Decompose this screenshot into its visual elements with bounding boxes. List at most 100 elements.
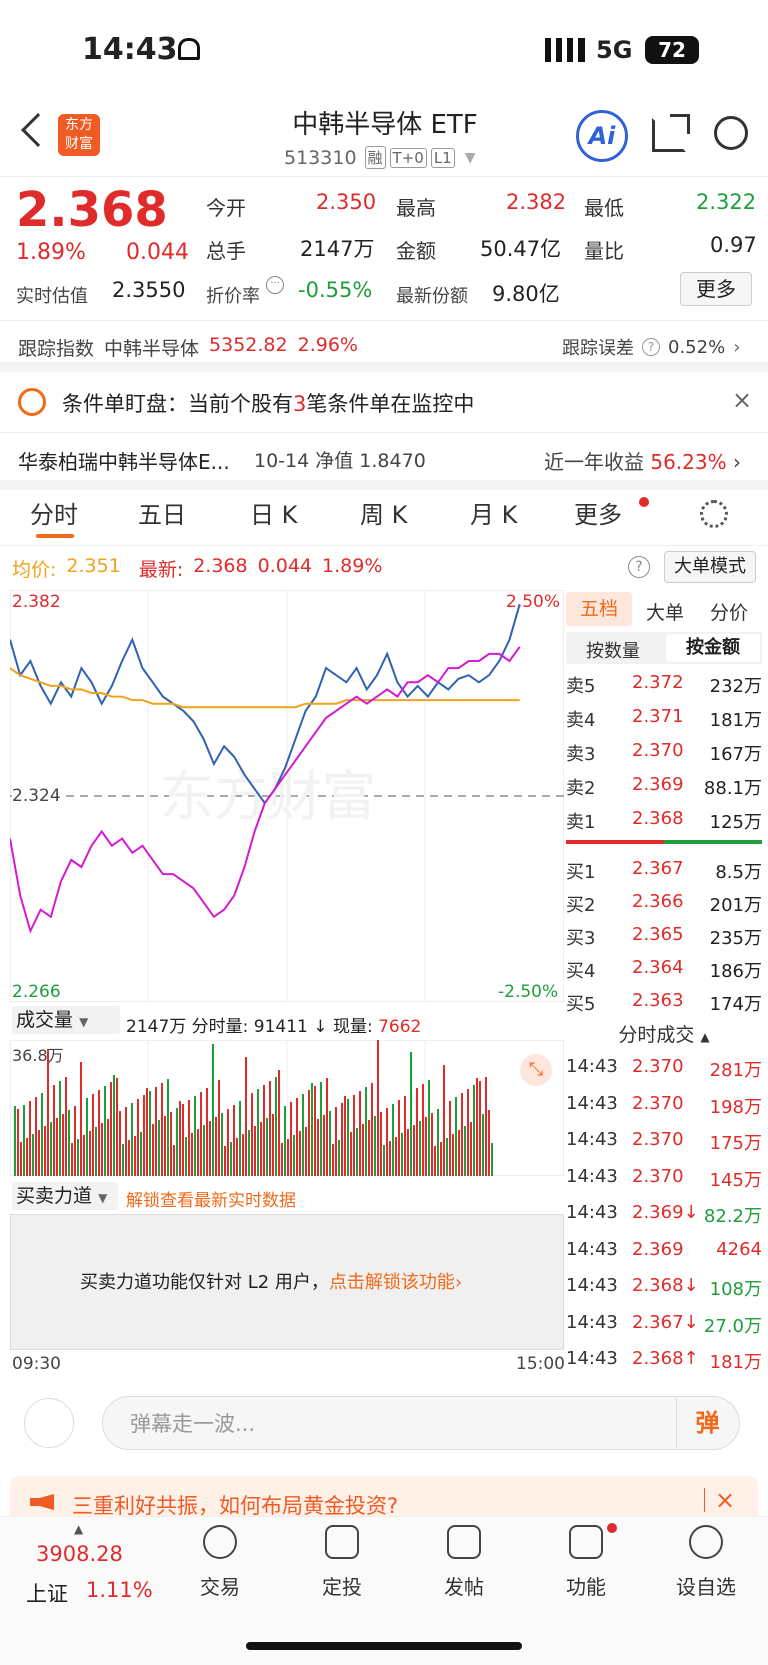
volume-bar [470,1122,472,1176]
change-pct: 1.89% [16,240,86,265]
volume-bar [83,1135,85,1176]
intraday-chart[interactable]: 东方财富 [10,590,564,1002]
volume-bar [350,1132,352,1176]
fund-return[interactable]: 近一年收益 56.23% › [544,446,741,475]
big-order-mode-button[interactable]: 大单模式 [664,551,756,583]
volume-bar [197,1129,199,1176]
force-selector[interactable]: 买卖力道 ▼ [12,1182,118,1210]
tab-monthly-k[interactable]: 月 K [470,501,518,529]
tab-weekly-k[interactable]: 周 K [360,501,408,529]
ai-button[interactable]: Ai [576,110,628,162]
volume-bar [236,1138,238,1176]
trade-row: 14:43 2.369↓ 82.2万 [566,1202,762,1232]
volume-bar [248,1130,250,1176]
fund-name[interactable]: 华泰柏瑞中韩半导体E... [18,450,230,474]
volume-now-value: 7662 [378,1017,422,1037]
buy-row[interactable]: 买1 2.367 8.5万 [566,858,762,888]
tab-daily-k[interactable]: 日 K [250,501,298,529]
volume-bar [371,1083,373,1176]
volume-bar [224,1146,226,1176]
sell-row[interactable]: 卖1 2.368 125万 [566,808,762,838]
share-icon[interactable] [652,118,686,152]
sell-row[interactable]: 卖5 2.372 232万 [566,672,762,702]
last-price: 2.368 [16,182,168,238]
trades-header[interactable]: 分时成交 ▲ [566,1020,762,1047]
trade-time: 14:43 [566,1275,618,1296]
tracking-row[interactable]: 跟踪指数 中韩半导体 5352.82 2.96% [18,334,358,361]
help-icon[interactable]: ? [642,338,660,356]
logo-line1: 东方 [65,117,93,133]
danmu-button[interactable]: 弹 [676,1398,738,1448]
volume-bar [38,1130,40,1176]
force-notice-link[interactable]: 点击解锁该功能 [328,1272,455,1293]
info-dots-icon[interactable]: ··· [266,276,284,294]
volume-bar [440,1142,442,1176]
tab-five-day[interactable]: 五日 [138,501,186,529]
buy-label: 买2 [566,895,596,916]
sell-row[interactable]: 卖2 2.369 88.1万 [566,774,762,804]
settings-icon[interactable] [700,500,728,528]
last-label: 最新: [138,559,184,581]
trade-volume: 27.0万 [703,1315,762,1337]
app-logo: 东方 财富 [58,114,100,156]
volume-bar [218,1080,220,1176]
trade-volume: 281万 [709,1060,762,1081]
more-button[interactable]: 更多 [680,272,752,306]
volume-bar [257,1089,259,1176]
nav-functions[interactable]: 功能 [536,1525,636,1600]
buy-row[interactable]: 买2 2.366 201万 [566,891,762,921]
alert-prefix: 条件单盯盘：当前个股有 [62,392,293,416]
page-title: 中韩半导体 ETF [292,110,478,140]
help-icon[interactable]: ? [628,556,650,578]
home-indicator [246,1642,522,1650]
caret-down-icon[interactable]: ▼ [464,149,476,166]
trade-row: 14:43 2.370 145万 [566,1166,762,1196]
volume-selector[interactable]: 成交量 ▼ [12,1006,120,1034]
volume-bar [101,1123,103,1176]
trade-volume: 198万 [709,1096,762,1118]
comment-settings-icon[interactable] [24,1398,74,1448]
x-start-label: 09:30 [12,1354,61,1374]
monitor-icon [18,388,46,416]
volume-bar [155,1087,157,1176]
force-notice[interactable]: 买卖力道功能仅针对 L2 用户，点击解锁该功能› [80,1268,462,1294]
buy-row[interactable]: 买5 2.363 174万 [566,990,762,1020]
index-name: 上证 [26,1582,68,1606]
trade-time: 14:43 [566,1202,618,1223]
fullscreen-icon[interactable]: ⤡ [520,1054,552,1086]
trade-time: 14:43 [566,1129,618,1150]
tab-intraday[interactable]: 分时 [30,501,78,529]
watermark: 东方财富 [160,765,376,828]
x-end-label: 15:00 [516,1354,565,1374]
volume-bar [164,1116,166,1176]
orderbook-tab-level5[interactable]: 五档 [566,592,632,626]
nav-trade[interactable]: 交易 [170,1525,270,1600]
caret-up-icon: ▲ [74,1522,84,1536]
grid-icon [569,1525,603,1559]
comment-input[interactable] [102,1396,740,1450]
banner-close-icon[interactable]: × [704,1488,735,1512]
volume-bar [287,1139,289,1176]
subtab-by-qty[interactable]: 按数量 [586,641,640,662]
book-divider-green [664,840,762,844]
buy-row[interactable]: 买4 2.364 186万 [566,957,762,987]
nav-watchlist[interactable]: 设自选 [656,1525,756,1600]
sell-row[interactable]: 卖4 2.371 181万 [566,706,762,736]
buy-row[interactable]: 买3 2.365 235万 [566,924,762,954]
volume-bar [74,1106,76,1176]
discount-label: 折价率 [206,286,260,307]
tab-more[interactable]: 更多 [574,501,622,529]
trade-price: 2.370 [632,1129,684,1150]
close-icon[interactable]: × [732,386,753,414]
promo-banner[interactable] [10,1476,758,1520]
subtab-by-amount[interactable]: 按金额 [666,634,760,662]
orderbook-tab-big[interactable]: 大单 [646,602,685,624]
orderbook-tab-price[interactable]: 分价 [710,602,749,624]
unlock-hint[interactable]: 解锁查看最新实时数据 [126,1191,296,1211]
tracking-error[interactable]: 跟踪误差 ? 0.52% › [562,334,740,360]
search-icon[interactable] [714,116,748,150]
nav-post[interactable]: 发帖 [414,1525,514,1600]
sell-row[interactable]: 卖3 2.370 167万 [566,740,762,770]
nav-invest[interactable]: 定投 [292,1525,392,1600]
back-icon[interactable] [21,113,55,147]
